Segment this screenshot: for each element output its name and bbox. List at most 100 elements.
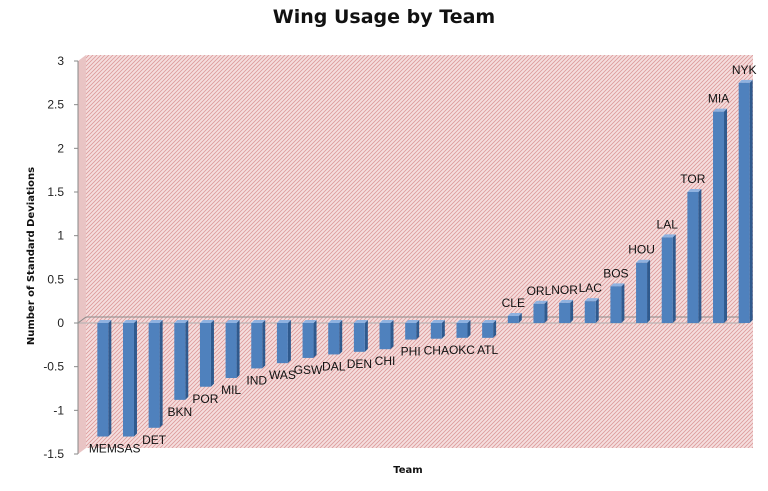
bar-sas bbox=[122, 320, 137, 437]
bar-side bbox=[236, 320, 240, 379]
category-label-lac: LAC bbox=[579, 281, 603, 295]
bar-top bbox=[661, 234, 676, 238]
bar-top bbox=[559, 299, 574, 303]
bar-front bbox=[199, 323, 211, 387]
bar-por bbox=[199, 320, 214, 387]
bar-front bbox=[687, 192, 699, 323]
bar-lal bbox=[661, 234, 676, 323]
bar-atl bbox=[482, 320, 497, 338]
bar-side bbox=[364, 320, 368, 352]
bar-gsw bbox=[302, 320, 317, 358]
bar-front bbox=[353, 323, 365, 352]
bar-front bbox=[738, 82, 750, 323]
bar-top bbox=[353, 320, 368, 323]
bar-nyk bbox=[738, 79, 753, 323]
bar-side bbox=[185, 320, 189, 400]
bar-top bbox=[302, 320, 317, 323]
zero-baseline-depth bbox=[77, 316, 87, 324]
bar-tor bbox=[687, 189, 702, 323]
bar-front bbox=[97, 323, 109, 437]
bar-top bbox=[122, 320, 137, 323]
bar-side bbox=[339, 320, 343, 355]
y-tick-label: -0.5 bbox=[43, 360, 64, 374]
category-label-gsw: GSW bbox=[294, 363, 323, 377]
bar-mem bbox=[97, 320, 112, 437]
bar-front bbox=[328, 323, 340, 355]
bar-front bbox=[122, 323, 134, 437]
bars bbox=[97, 79, 753, 437]
bar-mil bbox=[225, 320, 240, 379]
bar-top bbox=[584, 298, 599, 302]
bar-side bbox=[595, 298, 599, 323]
bar-side bbox=[416, 320, 420, 340]
bar-side bbox=[647, 259, 651, 323]
bar-bos bbox=[610, 283, 625, 323]
category-label-mem: MEM bbox=[89, 442, 117, 456]
bar-cle bbox=[507, 313, 522, 323]
bar-ind bbox=[251, 320, 266, 369]
y-tick-label: 2.5 bbox=[47, 98, 64, 112]
category-label-okc: OKC bbox=[449, 343, 475, 357]
x-axis-title: Team bbox=[393, 465, 422, 476]
bar-top bbox=[225, 320, 240, 323]
category-label-sas: SAS bbox=[116, 442, 140, 456]
y-tick-label: 0.5 bbox=[47, 272, 64, 286]
bar-side bbox=[210, 320, 214, 387]
bar-front bbox=[276, 323, 288, 364]
category-label-lal: LAL bbox=[657, 217, 679, 231]
category-label-was: WAS bbox=[269, 368, 296, 382]
bar-side bbox=[159, 320, 163, 428]
bar-lac bbox=[584, 298, 599, 323]
category-label-atl: ATL bbox=[477, 343, 498, 357]
category-label-cle: CLE bbox=[502, 296, 525, 310]
bar-top bbox=[328, 320, 343, 323]
bar-top bbox=[199, 320, 214, 323]
category-label-nyk: NYK bbox=[732, 63, 757, 77]
plot-side-wall bbox=[78, 55, 86, 454]
category-label-bkn: BKN bbox=[167, 405, 192, 419]
bar-side bbox=[441, 320, 445, 339]
category-label-bos: BOS bbox=[603, 266, 628, 280]
category-label-chi: CHI bbox=[375, 354, 396, 368]
y-tick-label: 1.5 bbox=[47, 185, 64, 199]
bar-phi bbox=[405, 320, 420, 340]
bar-front bbox=[225, 323, 237, 379]
bar-front bbox=[456, 323, 468, 338]
category-label-tor: TOR bbox=[680, 172, 705, 186]
bar-front bbox=[405, 323, 417, 340]
bar-top bbox=[610, 283, 625, 287]
category-label-mia: MIA bbox=[708, 92, 729, 106]
bar-side bbox=[672, 234, 676, 323]
category-label-dal: DAL bbox=[322, 359, 346, 373]
bar-orl bbox=[533, 300, 548, 323]
bar-top bbox=[456, 320, 471, 323]
bar-chi bbox=[379, 320, 394, 350]
bar-front bbox=[482, 323, 494, 338]
y-tick-label: -1.5 bbox=[43, 447, 64, 461]
chart-title: Wing Usage by Team bbox=[273, 6, 495, 28]
y-tick-label: 1 bbox=[57, 229, 64, 243]
bar-bkn bbox=[174, 320, 189, 400]
bar-top bbox=[533, 300, 548, 304]
bar-side bbox=[621, 283, 625, 323]
bar-cha bbox=[430, 320, 445, 339]
bar-front bbox=[251, 323, 263, 369]
bar-side bbox=[518, 313, 522, 323]
bar-nor bbox=[559, 299, 574, 323]
category-label-den: DEN bbox=[347, 357, 372, 371]
bar-front bbox=[661, 237, 673, 323]
y-tick-label: 0 bbox=[57, 316, 64, 330]
bar-side bbox=[108, 320, 112, 437]
category-label-orl: ORL bbox=[527, 284, 552, 298]
bar-top bbox=[405, 320, 420, 323]
bar-top bbox=[379, 320, 394, 323]
bar-top bbox=[97, 320, 112, 323]
bar-front bbox=[430, 323, 442, 339]
category-label-mil: MIL bbox=[221, 383, 241, 397]
bar-hou bbox=[636, 259, 651, 323]
bar-side bbox=[313, 320, 317, 358]
bar-den bbox=[353, 320, 368, 352]
bar-det bbox=[148, 320, 163, 428]
bar-top bbox=[507, 313, 522, 317]
